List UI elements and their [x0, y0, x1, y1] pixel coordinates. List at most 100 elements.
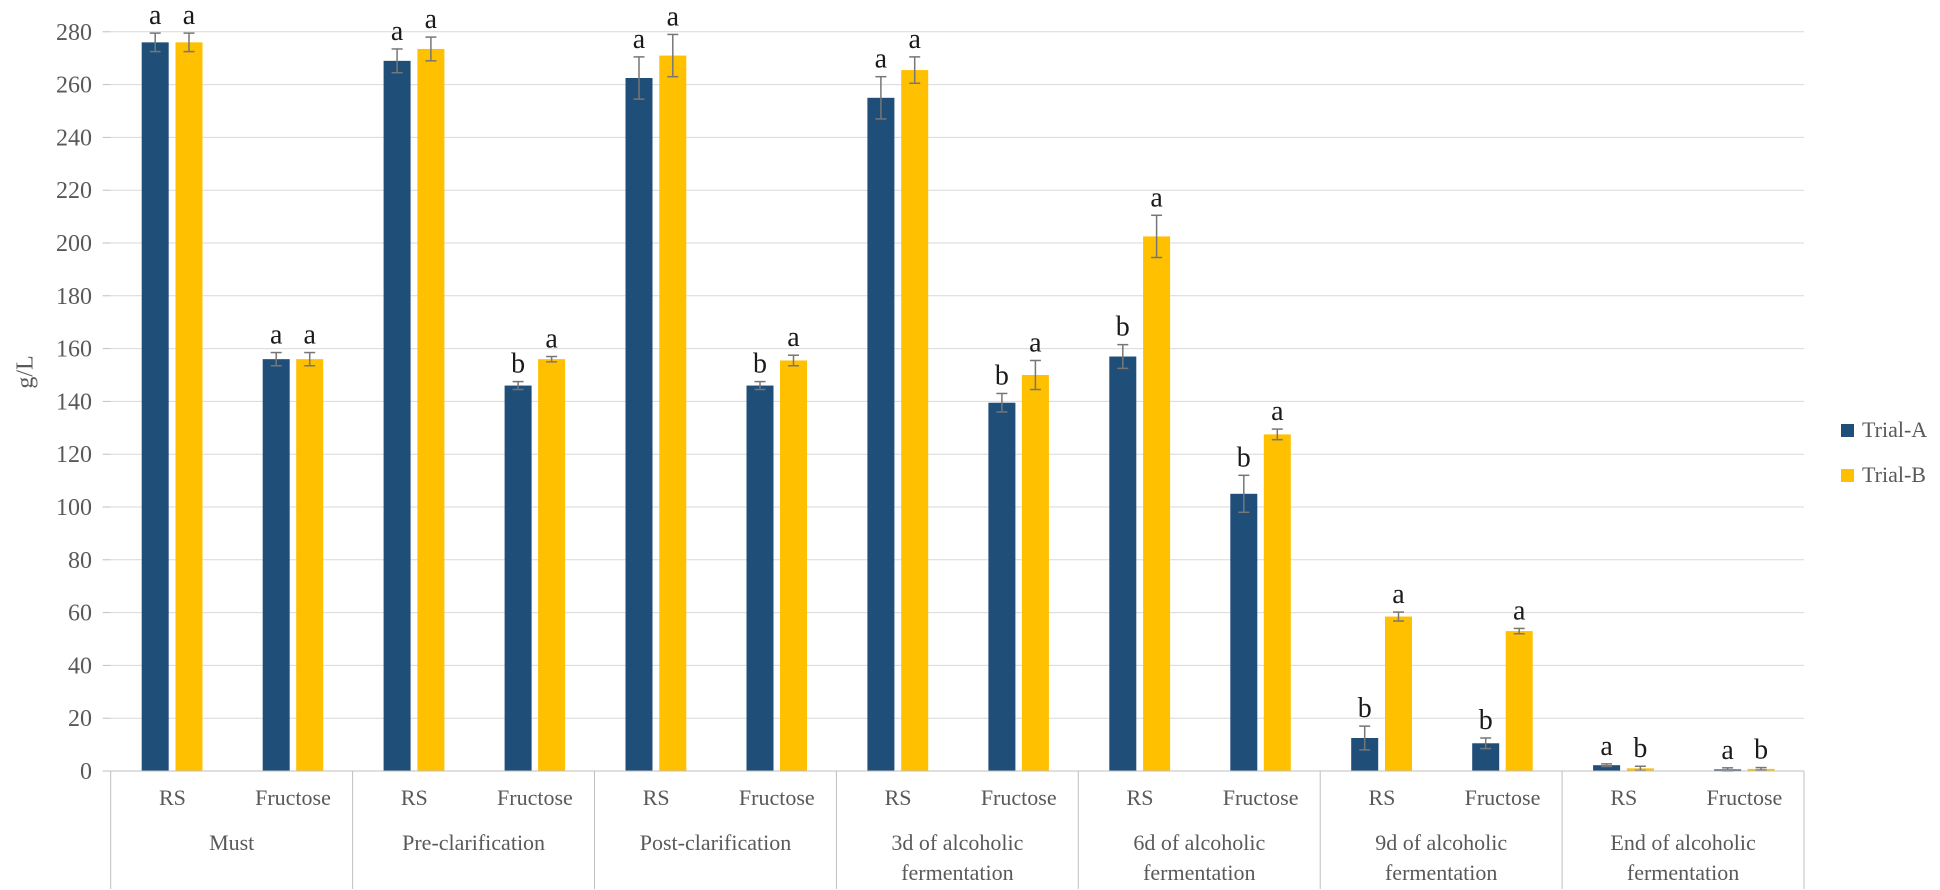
y-axis-tick-label: 140: [56, 389, 92, 415]
significance-letter: a: [303, 320, 316, 351]
significance-letter: b: [995, 360, 1009, 391]
significance-letter: a: [1600, 731, 1613, 762]
y-axis-tick-label: 180: [56, 284, 92, 310]
group-label: Pre-clarification: [402, 830, 545, 855]
y-axis-tick-label: 60: [68, 601, 92, 627]
y-axis-tick-label: 120: [56, 442, 92, 468]
significance-letter: a: [183, 0, 196, 31]
group-label: End of alcoholic: [1610, 830, 1756, 855]
y-axis-tick-label: 0: [80, 759, 92, 785]
bar-trial-b: [780, 360, 807, 771]
legend-label-trial-a: Trial-A: [1862, 417, 1928, 442]
bar-trial-b: [1385, 616, 1412, 771]
legend-swatch-trial-a: [1841, 423, 1854, 437]
bar-trial-a: [1109, 356, 1137, 771]
significance-letter: a: [1029, 327, 1042, 358]
category-label: Fructose: [739, 785, 815, 810]
category-label: Fructose: [1707, 785, 1783, 810]
legend-label-trial-b: Trial-B: [1862, 462, 1926, 487]
y-axis-tick-label: 220: [56, 178, 92, 204]
y-axis-tick-label: 40: [68, 653, 92, 679]
group-label: fermentation: [1385, 860, 1497, 885]
group-label: 6d of alcoholic: [1133, 830, 1265, 855]
y-axis-tick-label: 20: [68, 706, 92, 732]
bar-trial-b: [1143, 236, 1171, 771]
category-label: Fructose: [497, 785, 573, 810]
significance-letter: a: [425, 4, 438, 35]
category-label: Fructose: [1223, 785, 1299, 810]
legend-item-trial-b: Trial-B: [1841, 462, 1927, 488]
significance-letter: a: [149, 0, 162, 31]
significance-letter: a: [391, 16, 404, 47]
bar-trial-a: [746, 385, 774, 771]
significance-letter: a: [633, 24, 646, 55]
bar-trial-a: [867, 97, 895, 772]
category-label: RS: [1368, 785, 1395, 810]
y-axis-tick-label: 200: [56, 231, 92, 257]
bar-trial-a: [141, 42, 169, 772]
significance-letter: a: [1513, 595, 1526, 626]
significance-letter: b: [1358, 693, 1372, 724]
category-label: RS: [1127, 785, 1154, 810]
bar-trial-a: [1593, 765, 1621, 771]
y-axis-tick-label: 240: [56, 125, 92, 151]
bar-trial-b: [417, 48, 445, 771]
bar-trial-b: [296, 359, 324, 771]
group-label: 9d of alcoholic: [1375, 830, 1507, 855]
bar-trial-a: [988, 402, 1016, 771]
group-label: Must: [209, 830, 254, 855]
significance-letter: b: [1237, 442, 1251, 473]
significance-letter: b: [1479, 705, 1493, 736]
legend-swatch-trial-b: [1841, 468, 1854, 482]
significance-letter: a: [1392, 579, 1405, 610]
significance-letter: b: [1116, 312, 1130, 343]
significance-letter: b: [753, 349, 767, 380]
category-label: Fructose: [255, 785, 331, 810]
y-axis-tick-label: 260: [56, 73, 92, 99]
group-label: fermentation: [1627, 860, 1739, 885]
bar-trial-a: [1230, 493, 1258, 771]
category-label: RS: [159, 785, 186, 810]
significance-letter: a: [1721, 735, 1734, 766]
bar-trial-b: [659, 55, 687, 772]
significance-letter: a: [1150, 182, 1163, 213]
significance-letter: a: [545, 324, 558, 355]
bar-trial-b: [538, 359, 566, 771]
category-label: Fructose: [1465, 785, 1541, 810]
bar-trial-b: [1263, 434, 1291, 771]
y-axis-tick-label: 280: [56, 20, 92, 46]
bar-trial-b: [1505, 631, 1533, 771]
significance-letter: a: [908, 24, 921, 55]
group-label: Post-clarification: [640, 830, 792, 855]
significance-letter: b: [1633, 733, 1647, 764]
group-label: 3d of alcoholic: [891, 830, 1023, 855]
significance-letter: a: [875, 44, 888, 75]
significance-letter: b: [1754, 735, 1768, 766]
category-label: RS: [643, 785, 670, 810]
legend: Trial-A Trial-B: [1841, 417, 1927, 488]
y-axis-tick-label: 80: [68, 548, 92, 574]
significance-letter: b: [511, 349, 525, 380]
category-label: RS: [1610, 785, 1637, 810]
bar-trial-a: [262, 359, 290, 771]
group-label: fermentation: [1143, 860, 1255, 885]
bar-trial-b: [1021, 375, 1049, 771]
category-label: RS: [401, 785, 428, 810]
y-axis-tick-label: 100: [56, 495, 92, 521]
y-axis-title: g/L: [12, 355, 39, 389]
bar-trial-a: [504, 385, 532, 771]
legend-item-trial-a: Trial-A: [1841, 417, 1927, 443]
category-label: Fructose: [981, 785, 1057, 810]
bar-trial-b: [175, 42, 203, 772]
bar-trial-b: [901, 70, 929, 771]
group-label: fermentation: [901, 860, 1013, 885]
significance-letter: a: [270, 320, 283, 351]
significance-letter: a: [1271, 396, 1284, 427]
significance-letter: a: [667, 1, 680, 32]
significance-letter: a: [787, 322, 800, 353]
bar-trial-a: [625, 78, 653, 771]
y-axis-tick-label: 160: [56, 337, 92, 363]
bar-trial-a: [383, 60, 411, 771]
category-label: RS: [885, 785, 912, 810]
